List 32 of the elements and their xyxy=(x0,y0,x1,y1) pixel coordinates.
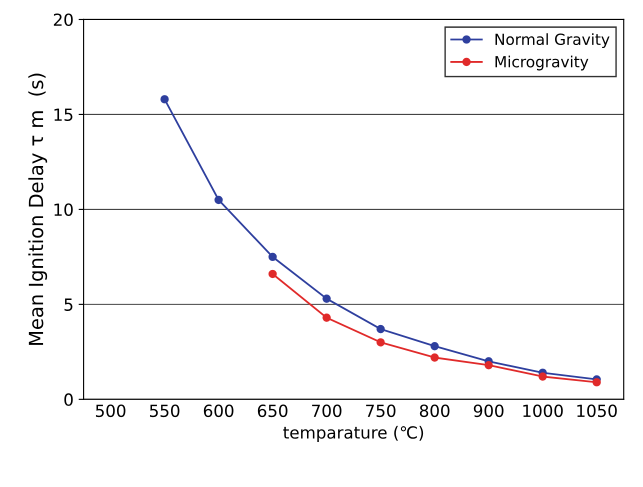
y-axis-title: Mean Ignition Delay τ m (s) xyxy=(28,74,48,345)
point xyxy=(322,294,331,303)
point xyxy=(592,378,601,386)
point xyxy=(376,324,385,334)
x-tick-label: 600 xyxy=(204,404,234,418)
point xyxy=(430,342,439,350)
x-tick-label: 750 xyxy=(366,404,396,418)
y-tick-label: 10 xyxy=(54,203,73,216)
x-tick-label: 800 xyxy=(420,404,450,418)
x-tick-label: 550 xyxy=(150,404,180,418)
x-tick-label: 1000 xyxy=(523,404,563,418)
point xyxy=(376,338,385,347)
y-tick-label: 0 xyxy=(64,393,73,406)
legend-label: Normal Gravity xyxy=(496,33,610,48)
x-tick-label: 700 xyxy=(312,404,342,418)
point xyxy=(268,252,277,262)
y-tick-label: 20 xyxy=(54,13,73,26)
point xyxy=(322,314,331,322)
x-tick-label: 900 xyxy=(474,404,504,418)
x-tick-label: 1050 xyxy=(577,404,617,418)
point xyxy=(268,270,277,278)
legend-label: Microgravity xyxy=(496,56,588,70)
point xyxy=(430,353,439,362)
x-axis-title: temparature (℃) xyxy=(283,426,424,442)
x-tick-label: 650 xyxy=(258,404,288,418)
y-tick-label: 15 xyxy=(54,108,72,122)
x-tick-label: 500 xyxy=(96,404,126,418)
y-tick-label: 5 xyxy=(64,298,72,311)
point xyxy=(160,95,169,104)
point xyxy=(484,360,493,370)
point xyxy=(538,372,547,381)
point xyxy=(214,196,223,204)
